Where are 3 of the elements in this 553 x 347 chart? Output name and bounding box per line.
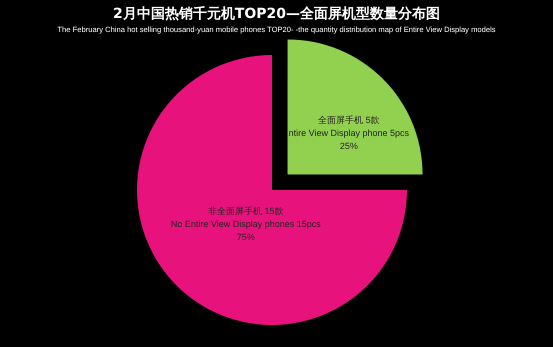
slice-label: 非全面屏手机 15款 No Entire View Display phones 15pcs 75% [170,206,321,242]
chart-title: 2月中国热销千元机TOP20—全面屏机型数量分布图 [113,5,440,22]
slice-label: 全面屏手机 5款 ntire View Display phone 5pcs 25% [288,115,410,152]
